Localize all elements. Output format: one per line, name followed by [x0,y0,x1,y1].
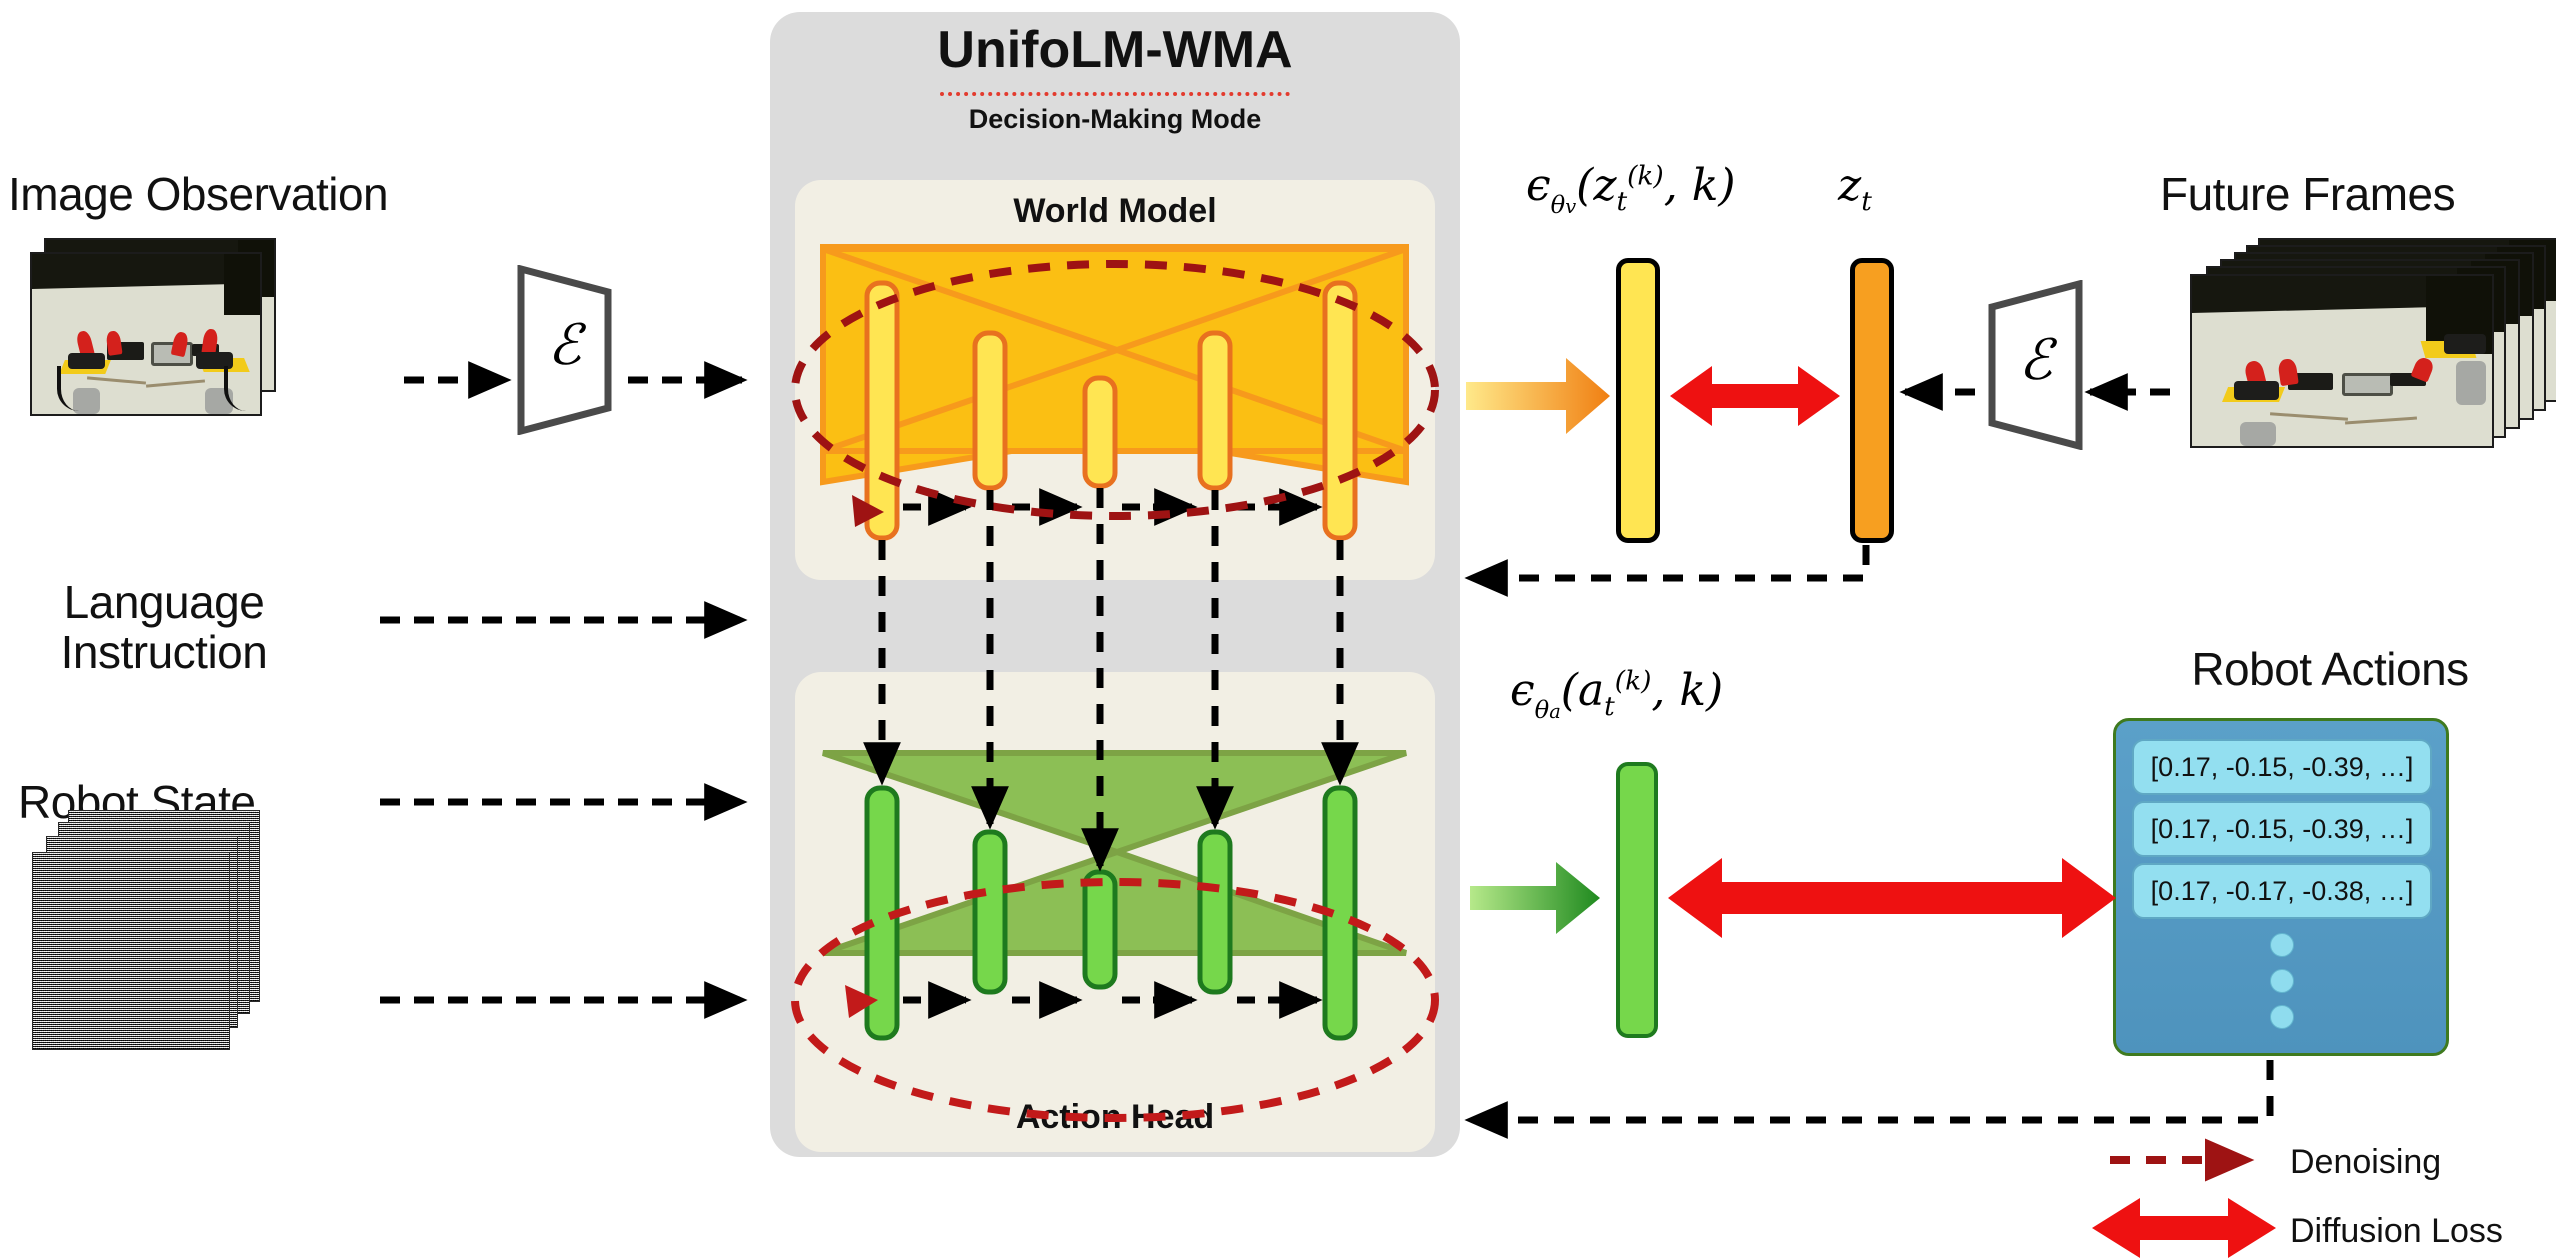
legend-label-denoising: Denoising [2290,1143,2442,1181]
ellipsis-dot-3 [2270,1005,2294,1029]
action-head-panel [795,672,1435,1152]
yellow-gradient-arrow [1466,358,1610,434]
noise-frame-1 [32,852,230,1050]
robot-actions-label: Robot Actions [2191,643,2469,695]
encoder-symbol: ℰ [547,313,582,378]
left-encoder: ℰ [517,265,612,435]
ellipsis-dot-2 [2270,969,2294,993]
world-model-title: World Model [1013,192,1217,230]
ellipsis-dot-1 [2270,933,2294,957]
action-head-title: Action Head [1015,1098,1215,1136]
robot-action-row-1: [0.17, -0.15, -0.39, …] [2132,739,2432,795]
future-frames-stack [2190,238,2556,448]
observation-frame-front [30,252,262,416]
robot-scene-front [32,254,260,414]
noise-input-stack [28,810,278,1070]
latent-feedback-line [1464,545,1870,597]
video-diffusion-loss-arrow [1670,366,1840,426]
action-noise-formula: ϵθa(at(k), k) [1510,665,1724,725]
action-flow-arrow [1470,862,1600,934]
image-observation-stack [30,238,278,418]
encoder-trapezoid-icon [517,265,612,435]
latent-target-formula: zt [1838,160,1872,217]
future-frame-1 [2190,274,2494,448]
green-gradient-arrow [1470,862,1600,934]
video-flow-arrow [1466,358,1610,434]
encoder-trapezoid-icon [1988,280,2083,450]
image-observation-label: Image Observation [8,168,389,220]
language-instruction-label-line1: Language [63,576,265,628]
video-noise-latent-bar [1616,258,1660,543]
legend-diffusion-loss-icon [2092,1198,2276,1258]
future-frames-label: Future Frames [2160,168,2456,220]
page-subtitle: Decision-Making Mode [968,104,1262,134]
world-model-panel [795,180,1435,580]
encoder-symbol: ℰ [2018,328,2053,393]
robot-actions-box: [0.17, -0.15, -0.39, …] [0.17, -0.15, -0… [2113,718,2449,1056]
action-noise-latent-bar [1616,762,1658,1038]
actions-feedback-line [1464,1060,2274,1139]
latent-target-bar [1850,258,1894,543]
action-diffusion-loss-arrow [1668,858,2116,938]
robot-action-row-3: [0.17, -0.17, -0.38, …] [2132,863,2432,919]
video-noise-formula: ϵθv(zt(k), k) [1526,160,1736,220]
language-instruction-label-line2: Instruction [60,626,268,678]
robot-action-row-2: [0.17, -0.15, -0.39, …] [2132,801,2432,857]
robot-scene-future [2192,276,2492,446]
right-encoder: ℰ [1988,280,2083,450]
title-underline [940,92,1290,96]
legend-label-diffusion-loss: Diffusion Loss [2290,1212,2503,1250]
input-arrows [380,361,748,1019]
page-title: UnifoLM-WMA [937,21,1293,79]
